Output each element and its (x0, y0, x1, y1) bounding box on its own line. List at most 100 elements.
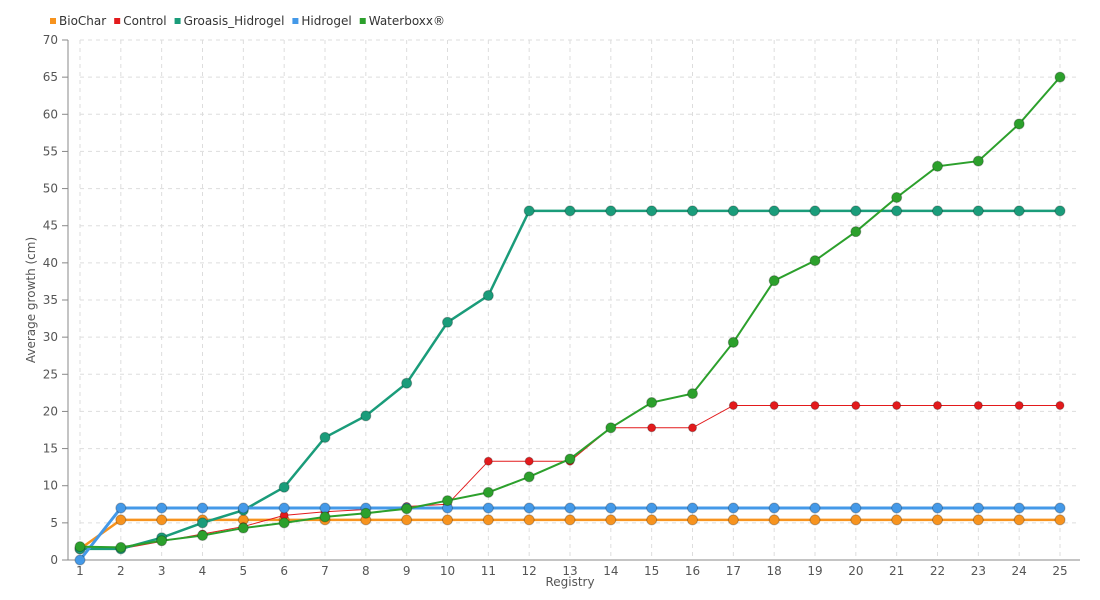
data-point[interactable] (564, 453, 576, 465)
data-point[interactable] (850, 502, 862, 514)
data-point[interactable] (809, 514, 821, 526)
data-point[interactable] (972, 514, 984, 526)
data-point[interactable] (850, 514, 862, 526)
data-point[interactable] (156, 535, 168, 547)
data-point[interactable] (523, 514, 535, 526)
data-point[interactable] (237, 522, 249, 534)
data-point[interactable] (728, 400, 738, 410)
legend-item[interactable]: Waterboxx® (359, 14, 445, 28)
data-point[interactable] (891, 502, 903, 514)
data-point[interactable] (197, 529, 208, 541)
data-point[interactable] (482, 502, 494, 514)
data-point[interactable] (482, 486, 494, 498)
data-point[interactable] (74, 541, 86, 553)
data-point[interactable] (605, 422, 617, 434)
data-point[interactable] (401, 503, 413, 515)
data-point[interactable] (809, 502, 821, 514)
data-point[interactable] (482, 514, 494, 526)
data-point[interactable] (809, 205, 821, 217)
data-point[interactable] (727, 514, 739, 526)
data-point[interactable] (768, 514, 780, 526)
data-point[interactable] (768, 502, 780, 514)
data-point[interactable] (646, 205, 658, 217)
data-point[interactable] (727, 336, 739, 348)
data-point[interactable] (1055, 400, 1065, 410)
data-point[interactable] (442, 316, 453, 328)
data-point[interactable] (850, 226, 862, 238)
data-point[interactable] (1013, 514, 1025, 526)
data-point[interactable] (278, 502, 290, 514)
data-point[interactable] (482, 290, 494, 302)
data-point[interactable] (687, 388, 698, 400)
data-point[interactable] (932, 514, 943, 526)
data-point[interactable] (850, 205, 862, 217)
data-point[interactable] (156, 502, 168, 514)
legend-item[interactable]: Groasis_Hidrogel (174, 14, 285, 28)
data-point[interactable] (523, 502, 535, 514)
data-point[interactable] (891, 205, 903, 217)
data-point[interactable] (197, 502, 208, 514)
data-point[interactable] (278, 517, 290, 529)
data-point[interactable] (401, 377, 413, 389)
data-point[interactable] (687, 502, 698, 514)
data-point[interactable] (646, 397, 658, 409)
data-point[interactable] (646, 502, 658, 514)
legend-item[interactable]: Control (114, 14, 167, 28)
data-point[interactable] (483, 456, 493, 466)
data-point[interactable] (523, 471, 535, 483)
data-point[interactable] (932, 502, 943, 514)
data-point[interactable] (809, 255, 821, 267)
data-point[interactable] (727, 205, 739, 217)
data-point[interactable] (319, 431, 331, 443)
data-point[interactable] (973, 400, 983, 410)
data-point[interactable] (401, 514, 413, 526)
data-point[interactable] (523, 205, 535, 217)
data-point[interactable] (768, 205, 780, 217)
data-point[interactable] (1054, 205, 1066, 217)
data-point[interactable] (564, 205, 576, 217)
data-point[interactable] (1013, 118, 1025, 130)
data-point[interactable] (1054, 502, 1066, 514)
data-point[interactable] (605, 205, 617, 217)
data-point[interactable] (442, 514, 453, 526)
data-point[interactable] (1054, 514, 1066, 526)
data-point[interactable] (1013, 205, 1025, 217)
data-point[interactable] (237, 502, 249, 514)
data-point[interactable] (197, 517, 208, 529)
data-point[interactable] (360, 410, 372, 422)
data-point[interactable] (810, 400, 820, 410)
data-point[interactable] (1013, 502, 1025, 514)
data-point[interactable] (687, 205, 698, 217)
legend-item[interactable]: BioChar (50, 14, 106, 28)
data-point[interactable] (891, 514, 903, 526)
data-point[interactable] (687, 514, 698, 526)
legend-item[interactable]: Hidrogel (292, 14, 352, 28)
data-point[interactable] (932, 160, 943, 172)
data-point[interactable] (647, 423, 657, 433)
data-point[interactable] (1014, 400, 1024, 410)
data-point[interactable] (524, 456, 534, 466)
data-point[interactable] (442, 495, 453, 507)
data-point[interactable] (972, 155, 984, 167)
data-point[interactable] (564, 514, 576, 526)
data-point[interactable] (892, 400, 902, 410)
data-point[interactable] (115, 502, 127, 514)
data-point[interactable] (564, 502, 576, 514)
data-point[interactable] (115, 541, 127, 553)
data-point[interactable] (360, 507, 372, 519)
data-point[interactable] (1054, 71, 1066, 83)
data-point[interactable] (156, 514, 168, 526)
data-point[interactable] (74, 554, 86, 566)
data-point[interactable] (769, 400, 779, 410)
data-point[interactable] (933, 400, 942, 410)
data-point[interactable] (727, 502, 739, 514)
data-point[interactable] (851, 400, 861, 410)
data-point[interactable] (768, 275, 780, 287)
data-point[interactable] (115, 514, 127, 526)
data-point[interactable] (605, 514, 617, 526)
data-point[interactable] (319, 511, 331, 523)
data-point[interactable] (891, 191, 903, 203)
data-point[interactable] (972, 205, 984, 217)
data-point[interactable] (646, 514, 658, 526)
data-point[interactable] (688, 423, 697, 433)
